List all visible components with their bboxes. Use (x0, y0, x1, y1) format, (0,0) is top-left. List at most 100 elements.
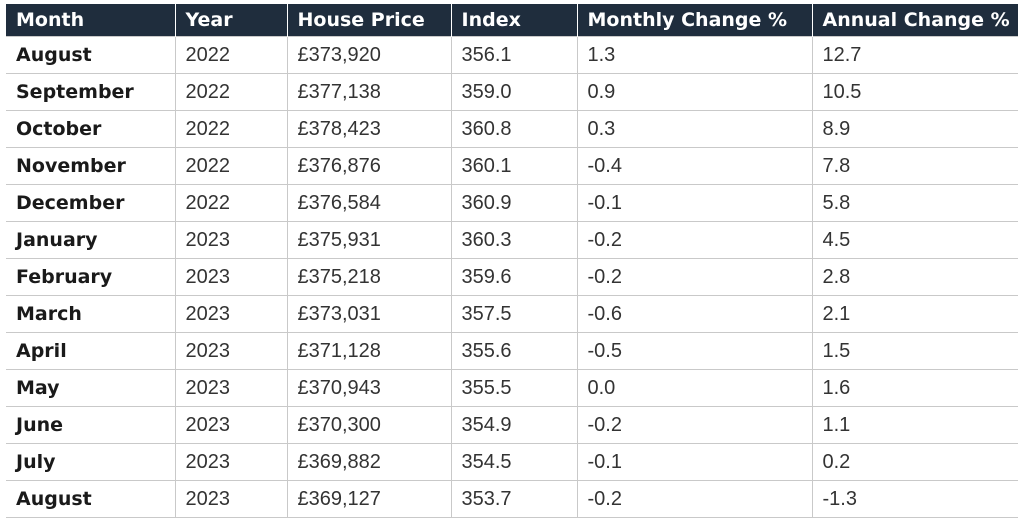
annual-change-cell: 7.8 (811, 147, 1018, 185)
index-cell: 359.0 (450, 73, 578, 111)
monthly-change-cell: 0.9 (576, 73, 813, 111)
annual-change-cell: 5.8 (811, 184, 1018, 222)
index-cell: 356.1 (450, 36, 578, 74)
year-cell: 2023 (174, 406, 288, 444)
monthly-change-cell: -0.5 (576, 332, 813, 370)
year-cell: 2022 (174, 110, 288, 148)
house-price-cell: £369,882 (286, 443, 452, 481)
table-row: July 2023 £369,882 354.5 -0.1 0.2 (6, 443, 1018, 481)
monthly-change-cell: 0.0 (576, 369, 813, 407)
month-cell: July (6, 443, 176, 481)
monthly-change-cell: -0.2 (576, 221, 813, 259)
monthly-change-cell: -0.2 (576, 406, 813, 444)
table-row: October 2022 £378,423 360.8 0.3 8.9 (6, 110, 1018, 148)
month-cell: January (6, 221, 176, 259)
header-annual-change: Annual Change % (812, 4, 1018, 37)
index-cell: 354.9 (450, 406, 578, 444)
monthly-change-cell: 0.3 (576, 110, 813, 148)
year-cell: 2022 (174, 184, 288, 222)
house-price-cell: £376,876 (286, 147, 452, 185)
annual-change-cell: 2.8 (811, 258, 1018, 296)
table-row: December 2022 £376,584 360.9 -0.1 5.8 (6, 184, 1018, 222)
month-cell: September (6, 73, 176, 111)
table-row: April 2023 £371,128 355.6 -0.5 1.5 (6, 332, 1018, 370)
table-row: November 2022 £376,876 360.1 -0.4 7.8 (6, 147, 1018, 185)
header-house-price: House Price (287, 4, 452, 37)
year-cell: 2023 (174, 332, 288, 370)
monthly-change-cell: -0.1 (576, 443, 813, 481)
month-cell: August (6, 480, 176, 518)
index-cell: 360.9 (450, 184, 578, 222)
monthly-change-cell: 1.3 (576, 36, 813, 74)
monthly-change-cell: -0.2 (576, 480, 813, 518)
index-cell: 360.8 (450, 110, 578, 148)
table-row: August 2023 £369,127 353.7 -0.2 -1.3 (6, 480, 1018, 518)
annual-change-cell: 0.2 (811, 443, 1018, 481)
header-index: Index (451, 4, 578, 37)
year-cell: 2023 (174, 221, 288, 259)
header-monthly-change: Monthly Change % (577, 4, 813, 37)
index-cell: 360.3 (450, 221, 578, 259)
year-cell: 2023 (174, 480, 288, 518)
month-cell: August (6, 36, 176, 74)
annual-change-cell: 4.5 (811, 221, 1018, 259)
house-price-cell: £373,920 (286, 36, 452, 74)
house-price-cell: £373,031 (286, 295, 452, 333)
house-price-table: Month Year House Price Index Monthly Cha… (6, 4, 1018, 518)
house-price-cell: £371,128 (286, 332, 452, 370)
annual-change-cell: 1.5 (811, 332, 1018, 370)
annual-change-cell: 1.1 (811, 406, 1018, 444)
table-row: March 2023 £373,031 357.5 -0.6 2.1 (6, 295, 1018, 333)
year-cell: 2023 (174, 295, 288, 333)
house-price-cell: £370,943 (286, 369, 452, 407)
house-price-cell: £375,931 (286, 221, 452, 259)
index-cell: 353.7 (450, 480, 578, 518)
house-price-cell: £376,584 (286, 184, 452, 222)
annual-change-cell: -1.3 (811, 480, 1018, 518)
monthly-change-cell: -0.6 (576, 295, 813, 333)
month-cell: May (6, 369, 176, 407)
month-cell: October (6, 110, 176, 148)
annual-change-cell: 1.6 (811, 369, 1018, 407)
table-row: August 2022 £373,920 356.1 1.3 12.7 (6, 36, 1018, 74)
month-cell: April (6, 332, 176, 370)
month-cell: March (6, 295, 176, 333)
year-cell: 2023 (174, 443, 288, 481)
house-price-cell: £370,300 (286, 406, 452, 444)
index-cell: 357.5 (450, 295, 578, 333)
house-price-cell: £369,127 (286, 480, 452, 518)
header-row: Month Year House Price Index Monthly Cha… (6, 4, 1018, 37)
month-cell: June (6, 406, 176, 444)
year-cell: 2023 (174, 258, 288, 296)
annual-change-cell: 12.7 (811, 36, 1018, 74)
header-month: Month (6, 4, 176, 37)
table-row: January 2023 £375,931 360.3 -0.2 4.5 (6, 221, 1018, 259)
index-cell: 354.5 (450, 443, 578, 481)
header-year: Year (175, 4, 288, 37)
index-cell: 355.6 (450, 332, 578, 370)
month-cell: February (6, 258, 176, 296)
year-cell: 2022 (174, 147, 288, 185)
index-cell: 355.5 (450, 369, 578, 407)
year-cell: 2023 (174, 369, 288, 407)
table-row: September 2022 £377,138 359.0 0.9 10.5 (6, 73, 1018, 111)
house-price-cell: £375,218 (286, 258, 452, 296)
house-price-cell: £378,423 (286, 110, 452, 148)
month-cell: December (6, 184, 176, 222)
monthly-change-cell: -0.4 (576, 147, 813, 185)
table-row: February 2023 £375,218 359.6 -0.2 2.8 (6, 258, 1018, 296)
annual-change-cell: 8.9 (811, 110, 1018, 148)
annual-change-cell: 2.1 (811, 295, 1018, 333)
monthly-change-cell: -0.2 (576, 258, 813, 296)
house-price-cell: £377,138 (286, 73, 452, 111)
index-cell: 360.1 (450, 147, 578, 185)
year-cell: 2022 (174, 36, 288, 74)
year-cell: 2022 (174, 73, 288, 111)
annual-change-cell: 10.5 (811, 73, 1018, 111)
index-cell: 359.6 (450, 258, 578, 296)
table-row: May 2023 £370,943 355.5 0.0 1.6 (6, 369, 1018, 407)
table-body: August 2022 £373,920 356.1 1.3 12.7 September 2… (6, 36, 1018, 518)
monthly-change-cell: -0.1 (576, 184, 813, 222)
month-cell: November (6, 147, 176, 185)
table-row: June 2023 £370,300 354.9 -0.2 1.1 (6, 406, 1018, 444)
